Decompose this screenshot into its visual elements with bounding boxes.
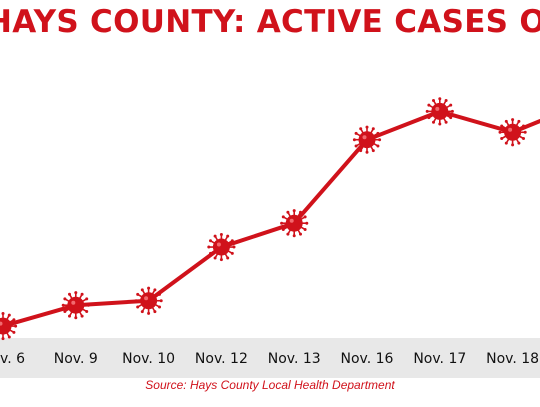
x-tick-label: Nov. 10 xyxy=(122,351,175,367)
virus-icon xyxy=(504,123,522,141)
x-tick-label: Nov. 9 xyxy=(54,351,98,367)
data-point xyxy=(134,286,163,315)
virus-icon xyxy=(0,317,12,335)
source-note: Source: Hays County Local Health Departm… xyxy=(145,378,395,392)
data-point xyxy=(352,125,382,154)
data-point xyxy=(61,291,90,320)
virus-icon xyxy=(285,214,303,232)
virus-icon xyxy=(67,296,85,314)
virus-icon xyxy=(212,238,230,256)
virus-icon xyxy=(431,102,449,120)
data-point xyxy=(498,118,527,147)
x-tick-label: Nov. 12 xyxy=(195,351,248,367)
x-tick-label: Nov. 17 xyxy=(413,351,466,367)
x-axis-band xyxy=(0,338,540,378)
virus-icon xyxy=(358,131,376,149)
x-tick-labels: Nov. 6 Nov. 9 Nov. 10 Nov. 12 Nov. 13 Nov. 16… xyxy=(0,351,539,367)
series-line-path xyxy=(2,109,540,328)
x-tick-label: Nov. 13 xyxy=(268,351,321,367)
x-tick-label: Nov. 6 xyxy=(0,351,25,367)
chart-title: HAYS COUNTY: ACTIVE CASES OF COVID xyxy=(0,4,540,40)
data-markers xyxy=(0,97,527,341)
data-point xyxy=(207,232,236,262)
data-point xyxy=(0,311,18,341)
x-tick-label: Nov. 16 xyxy=(341,351,394,367)
x-tick-label: Nov. 18 xyxy=(486,351,539,367)
virus-icon xyxy=(140,292,158,310)
data-point xyxy=(425,97,454,126)
data-point xyxy=(280,209,309,238)
series-line xyxy=(2,109,540,328)
